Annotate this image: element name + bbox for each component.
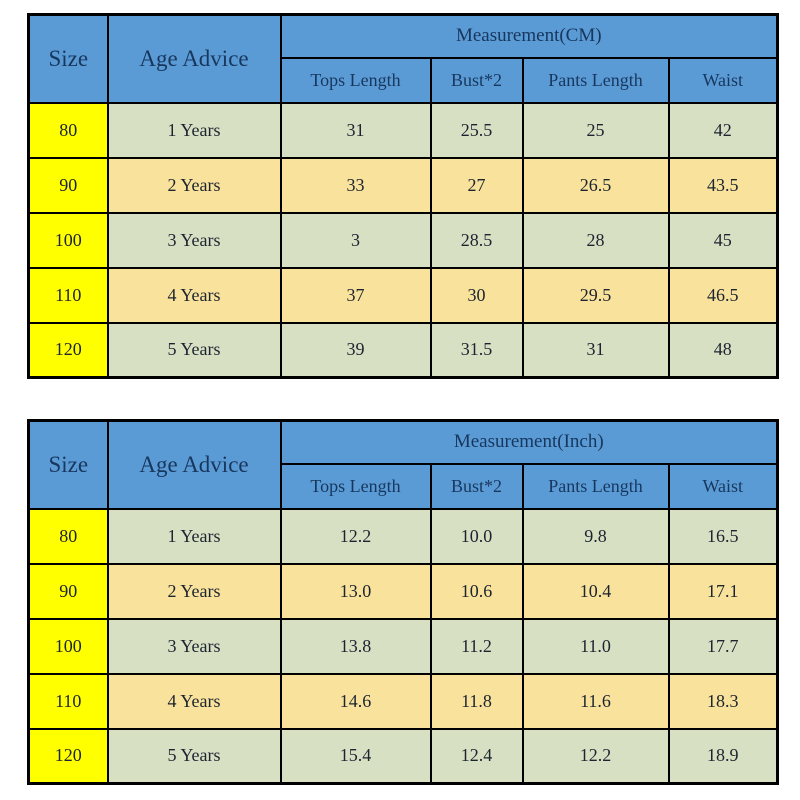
size-table-inch: Size Age Advice Measurement(Inch) Tops Leng…: [27, 419, 780, 785]
col-header-waist: Waist: [667, 462, 779, 510]
size-cell: 90: [27, 562, 109, 620]
value-cell: 48: [667, 321, 779, 379]
value-cell: 12.2: [521, 727, 670, 785]
value-cell: 18.3: [667, 672, 779, 730]
age-cell: 3 Years: [106, 617, 282, 675]
table-row: 90 2 Years 13.0 10.6 10.4 17.1: [27, 562, 779, 620]
value-cell: 11.8: [429, 672, 524, 730]
size-cell: 100: [27, 211, 109, 269]
value-cell: 16.5: [667, 507, 779, 565]
value-cell: 39: [279, 321, 432, 379]
value-cell: 14.6: [279, 672, 432, 730]
value-cell: 13.8: [279, 617, 432, 675]
measurement-header: Measurement(Inch): [279, 419, 779, 465]
value-cell: 11.0: [521, 617, 670, 675]
size-cell: 110: [27, 672, 109, 730]
value-cell: 11.2: [429, 617, 524, 675]
value-cell: 25.5: [429, 101, 524, 159]
table-row: 80 1 Years 31 25.5 25 42: [27, 101, 779, 159]
value-cell: 37: [279, 266, 432, 324]
value-cell: 11.6: [521, 672, 670, 730]
table-row: 110 4 Years 14.6 11.8 11.6 18.3: [27, 672, 779, 730]
age-advice-header: Age Advice: [106, 419, 282, 510]
value-cell: 27: [429, 156, 524, 214]
value-cell: 10.0: [429, 507, 524, 565]
value-cell: 17.7: [667, 617, 779, 675]
age-cell: 5 Years: [106, 321, 282, 379]
size-cell: 80: [27, 507, 109, 565]
col-header-bust-2: Bust*2: [429, 56, 524, 104]
value-cell: 18.9: [667, 727, 779, 785]
value-cell: 3: [279, 211, 432, 269]
table-row: 110 4 Years 37 30 29.5 46.5: [27, 266, 779, 324]
value-cell: 10.6: [429, 562, 524, 620]
value-cell: 25: [521, 101, 670, 159]
age-cell: 2 Years: [106, 562, 282, 620]
value-cell: 31: [521, 321, 670, 379]
value-cell: 12.4: [429, 727, 524, 785]
col-header-bust-2: Bust*2: [429, 462, 524, 510]
value-cell: 13.0: [279, 562, 432, 620]
value-cell: 46.5: [667, 266, 779, 324]
value-cell: 33: [279, 156, 432, 214]
size-header: Size: [27, 13, 109, 104]
value-cell: 17.1: [667, 562, 779, 620]
table-row: 100 3 Years 13.8 11.2 11.0 17.7: [27, 617, 779, 675]
table-row: 80 1 Years 12.2 10.0 9.8 16.5: [27, 507, 779, 565]
value-cell: 9.8: [521, 507, 670, 565]
age-cell: 3 Years: [106, 211, 282, 269]
age-cell: 2 Years: [106, 156, 282, 214]
value-cell: 42: [667, 101, 779, 159]
size-cell: 90: [27, 156, 109, 214]
age-cell: 1 Years: [106, 507, 282, 565]
age-cell: 4 Years: [106, 266, 282, 324]
col-header-pants-length: Pants Length: [521, 462, 670, 510]
value-cell: 12.2: [279, 507, 432, 565]
age-cell: 4 Years: [106, 672, 282, 730]
col-header-pants-length: Pants Length: [521, 56, 670, 104]
table-row: 120 5 Years 39 31.5 31 48: [27, 321, 779, 379]
value-cell: 28.5: [429, 211, 524, 269]
age-advice-header: Age Advice: [106, 13, 282, 104]
table-row: 120 5 Years 15.4 12.4 12.2 18.9: [27, 727, 779, 785]
value-cell: 10.4: [521, 562, 670, 620]
value-cell: 30: [429, 266, 524, 324]
size-cell: 80: [27, 101, 109, 159]
size-cell: 120: [27, 321, 109, 379]
value-cell: 43.5: [667, 156, 779, 214]
age-cell: 5 Years: [106, 727, 282, 785]
size-header: Size: [27, 419, 109, 510]
value-cell: 26.5: [521, 156, 670, 214]
age-cell: 1 Years: [106, 101, 282, 159]
value-cell: 29.5: [521, 266, 670, 324]
size-table-cm: Size Age Advice Measurement(CM) Tops Length…: [27, 13, 780, 379]
value-cell: 31.5: [429, 321, 524, 379]
size-cell: 110: [27, 266, 109, 324]
col-header-tops-length: Tops Length: [279, 462, 432, 510]
value-cell: 31: [279, 101, 432, 159]
value-cell: 45: [667, 211, 779, 269]
col-header-tops-length: Tops Length: [279, 56, 432, 104]
table-row: 90 2 Years 33 27 26.5 43.5: [27, 156, 779, 214]
table-row: 100 3 Years 3 28.5 28 45: [27, 211, 779, 269]
col-header-waist: Waist: [667, 56, 779, 104]
value-cell: 28: [521, 211, 670, 269]
value-cell: 15.4: [279, 727, 432, 785]
measurement-header: Measurement(CM): [279, 13, 779, 59]
size-cell: 100: [27, 617, 109, 675]
size-cell: 120: [27, 727, 109, 785]
